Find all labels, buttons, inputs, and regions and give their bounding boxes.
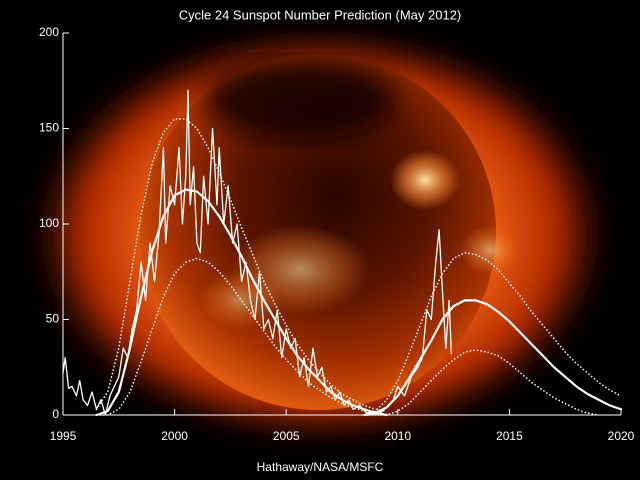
series-line — [95, 257, 388, 416]
x-tick-label: 2010 — [384, 429, 411, 443]
y-tick-label: 50 — [46, 312, 60, 326]
x-tick-label: 2020 — [608, 429, 635, 443]
series-line — [363, 251, 622, 416]
y-tick-label: 0 — [52, 407, 59, 421]
x-tick-label: 2000 — [161, 429, 188, 443]
y-tick-label: 150 — [39, 121, 59, 135]
series-line — [363, 349, 600, 416]
x-tick-label: 1995 — [50, 429, 77, 443]
series-line — [363, 299, 623, 417]
y-tick-label: 200 — [39, 25, 59, 39]
x-tick-label: 2005 — [273, 429, 300, 443]
credit: Hathaway/NASA/MSFC — [257, 460, 384, 474]
y-tick-label: 100 — [39, 216, 59, 230]
axes: 1995 2000 2005 2010 2015 2020 0 50 100 150 200 — [39, 25, 635, 443]
plot-area — [62, 89, 623, 417]
series-line — [95, 188, 388, 417]
x-tick-label: 2015 — [496, 429, 523, 443]
series-line — [95, 118, 388, 412]
chart-title: Cycle 24 Sunspot Number Prediction (May … — [179, 7, 462, 22]
